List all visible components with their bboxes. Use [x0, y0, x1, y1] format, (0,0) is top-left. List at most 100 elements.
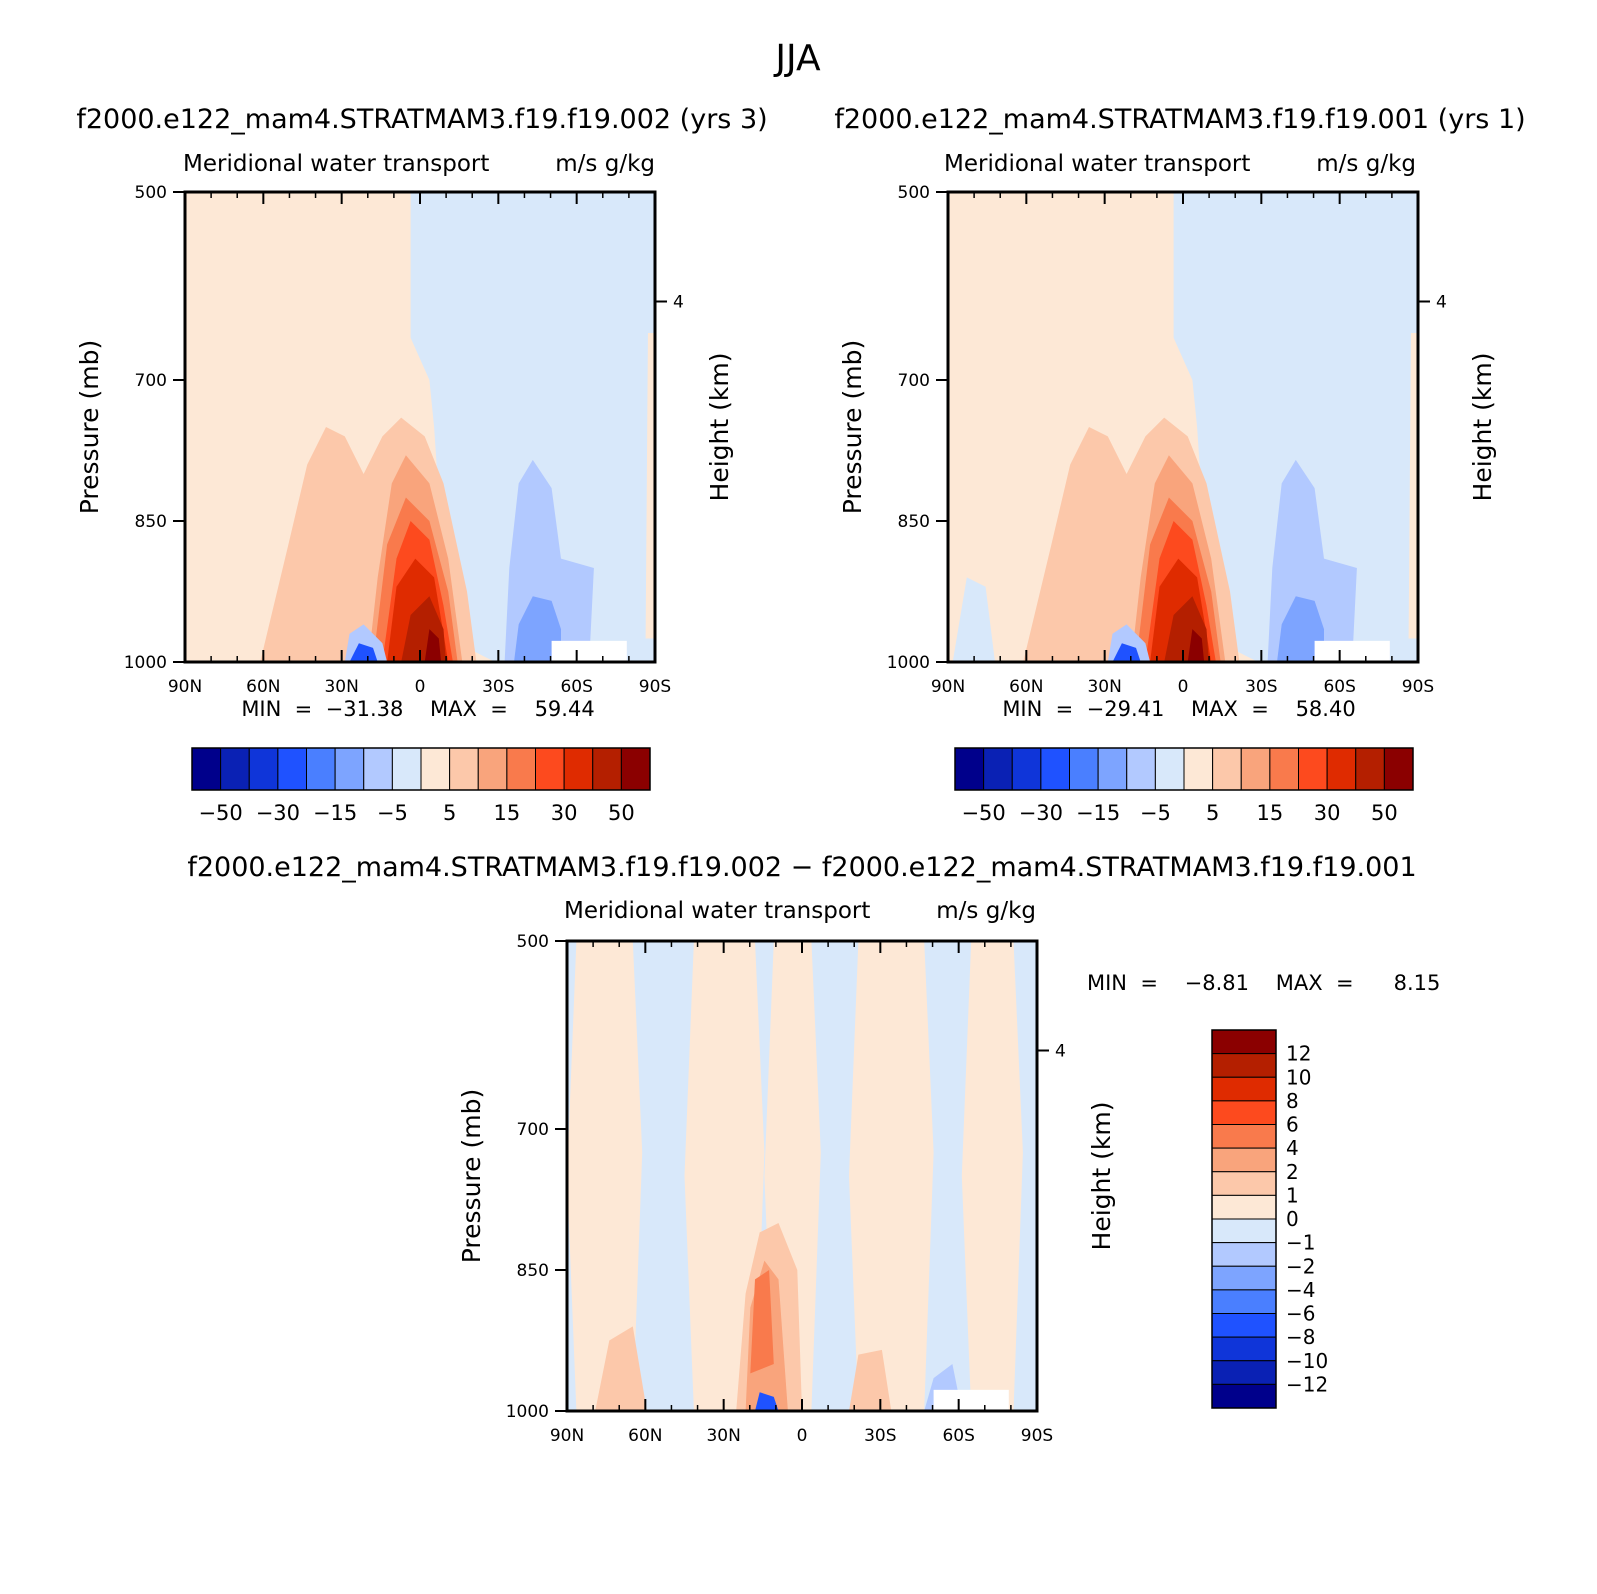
x-tick-label: 30N — [324, 677, 358, 697]
colorbar-label: 30 — [1314, 801, 1341, 825]
x-tick-label: 60N — [246, 677, 280, 697]
missing-data-patch — [551, 640, 627, 662]
colorbar-label: −15 — [313, 801, 357, 825]
panel-1-left-title: Meridional water transport — [183, 151, 489, 177]
panel-2-left-title: Meridional water transport — [944, 151, 1250, 177]
x-tick-label: 90S — [1402, 677, 1434, 697]
colorbar-box — [1154, 747, 1185, 791]
panel-3-left-title: Meridional water transport — [564, 898, 870, 924]
colorbar-label: 50 — [1371, 801, 1398, 825]
colorbar-label: 15 — [1257, 801, 1284, 825]
colorbar-label: −50 — [198, 801, 242, 825]
colorbar-label: −30 — [1019, 801, 1063, 825]
y2-axis-label: Height (km) — [1087, 1102, 1116, 1251]
colorbar-label: −5 — [1140, 801, 1171, 825]
colorbar-frame — [1211, 1029, 1277, 1409]
contour-positive-strip — [567, 941, 643, 1411]
colorbar-label: −30 — [256, 801, 300, 825]
colorbar-label: 10 — [1286, 1065, 1311, 1089]
panel-1-case-title: f2000.e122_mam4.STRATMAM3.f19.f19.002 (y… — [76, 104, 767, 135]
colorbar-label: −4 — [1286, 1278, 1315, 1302]
colorbar-box — [1211, 1289, 1277, 1314]
colorbar-box — [954, 747, 985, 791]
contour-negative-weak — [410, 192, 655, 662]
contour-edge-positive — [1408, 333, 1418, 639]
panel-3-case-title: f2000.e122_mam4.STRATMAM3.f19.f19.002 − … — [187, 852, 1416, 883]
missing-data-patch — [933, 1389, 1009, 1411]
colorbar-box — [1211, 1360, 1277, 1385]
colorbar-box — [1211, 1076, 1277, 1102]
colorbar-label: −12 — [1286, 1372, 1328, 1396]
colorbar-label: 8 — [1286, 1089, 1299, 1113]
panel-3-right-title: m/s g/kg — [936, 898, 1036, 924]
contour-negative-surface-core — [349, 643, 378, 662]
colorbar-box — [535, 747, 565, 791]
colorbar-box — [306, 747, 336, 791]
panel-1-colorbar: −50 −30 −15 −5 5 15 30 50 — [191, 747, 651, 825]
panel-3: f2000.e122_mam4.STRATMAM3.f19.f19.002 − … — [187, 852, 1440, 1446]
colorbar-box — [363, 747, 393, 791]
colorbar-label: −50 — [961, 801, 1005, 825]
x-tick-label: 60S — [560, 677, 592, 697]
colorbar-box — [1383, 747, 1414, 791]
colorbar-box — [191, 747, 222, 791]
y2-tick-label: 4 — [673, 293, 684, 313]
colorbar-box — [1211, 1265, 1277, 1291]
colorbar-box — [1040, 747, 1070, 791]
colorbar-box — [334, 747, 365, 791]
y-tick-label: 1000 — [506, 1402, 549, 1422]
colorbar-box — [983, 747, 1013, 791]
panel-2-colorbar: −50 −30 −15 −5 5 15 30 50 — [954, 747, 1414, 825]
contour-negative-core — [755, 1392, 779, 1411]
x-tick-label: 90S — [1021, 1426, 1053, 1446]
y-tick-label: 850 — [898, 512, 930, 532]
colorbar-box — [1240, 747, 1271, 791]
colorbar-label: −6 — [1286, 1302, 1315, 1326]
x-tick-label: 90N — [168, 677, 202, 697]
y-tick-label: 850 — [517, 1261, 549, 1281]
colorbar-label: 1 — [1286, 1183, 1299, 1207]
contour-edge-positive — [645, 333, 655, 639]
colorbar-label: −15 — [1076, 801, 1120, 825]
panel-3-min-max: MIN = −8.81 MAX = 8.15 — [1087, 971, 1440, 995]
colorbar-label: 30 — [551, 801, 578, 825]
colorbar-box — [1211, 1218, 1277, 1244]
x-tick-label: 0 — [415, 677, 426, 697]
colorbar-box — [1211, 1383, 1277, 1409]
x-tick-label: 90N — [931, 677, 965, 697]
y-tick-label: 500 — [898, 183, 930, 203]
panel-2-right-title: m/s g/kg — [1316, 151, 1416, 177]
colorbar-box — [620, 747, 651, 791]
colorbar-box — [1269, 747, 1299, 791]
colorbar-frame — [954, 747, 1414, 791]
figure-title: JJA — [773, 38, 821, 79]
y-tick-label: 850 — [135, 512, 167, 532]
colorbar-label: −8 — [1286, 1325, 1315, 1349]
x-tick-label: 30S — [1245, 677, 1277, 697]
colorbar-box — [1298, 747, 1328, 791]
colorbar-box — [1211, 1053, 1277, 1078]
x-tick-label: 60S — [1323, 677, 1355, 697]
y-tick-label: 700 — [898, 371, 930, 391]
colorbar-box — [477, 747, 508, 791]
colorbar-label: −5 — [377, 801, 408, 825]
contour-negative-weak — [1173, 192, 1418, 662]
colorbar-box — [1211, 1029, 1277, 1055]
contour-negative-core — [1277, 596, 1324, 662]
colorbar-box — [1069, 747, 1099, 791]
y-tick-label: 500 — [135, 183, 167, 203]
colorbar-label: 50 — [608, 801, 635, 825]
colorbar-box — [220, 747, 250, 791]
contour-positive-north — [595, 1326, 647, 1411]
x-tick-label: 90S — [639, 677, 671, 697]
colorbar-box — [1355, 747, 1385, 791]
colorbar-box — [1211, 1171, 1277, 1196]
y-tick-label: 1000 — [887, 653, 930, 673]
x-tick-label: 30N — [706, 1426, 740, 1446]
colorbar-label: 4 — [1286, 1136, 1299, 1160]
colorbar-label: 15 — [494, 801, 521, 825]
contour-positive-50 — [1187, 629, 1205, 662]
colorbar-label: −2 — [1286, 1254, 1315, 1278]
colorbar-box — [506, 747, 536, 791]
panel-2-case-title: f2000.e122_mam4.STRATMAM3.f19.f19.001 (y… — [834, 104, 1525, 135]
